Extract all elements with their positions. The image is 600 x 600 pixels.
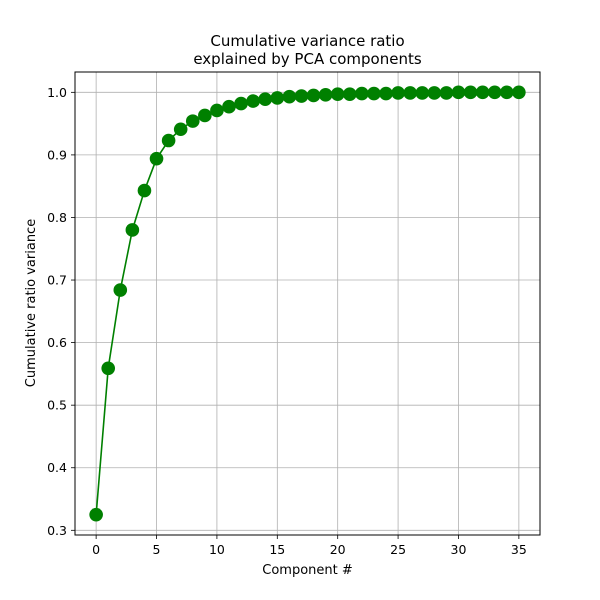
y-tick-label: 0.4 (47, 460, 67, 475)
data-point (198, 108, 212, 123)
x-tick-label: 0 (92, 542, 100, 557)
data-point (149, 151, 164, 166)
data-point (512, 85, 526, 100)
y-tick-label: 0.5 (47, 398, 67, 413)
data-point (161, 133, 176, 148)
data-point (451, 85, 466, 100)
data-point (89, 507, 103, 522)
data-point (258, 92, 273, 107)
x-tick-label: 20 (330, 542, 346, 557)
plot-frame (74, 71, 541, 536)
x-tick-label: 15 (269, 542, 285, 557)
x-tick-label: 5 (153, 542, 161, 557)
data-point (270, 91, 285, 105)
data-point (101, 361, 116, 376)
data-point (379, 86, 393, 101)
data-point (185, 114, 200, 128)
data-point (427, 86, 442, 100)
data-point (355, 86, 369, 101)
data-point (367, 86, 381, 101)
data-point (415, 86, 430, 100)
y-tick-label: 0.6 (47, 335, 67, 350)
data-point (125, 223, 140, 237)
series-layer (89, 85, 526, 522)
y-tick-label: 0.9 (47, 147, 67, 162)
ticks: 0 5 10 15 20 25 30 35 0.3 0.4 0.5 0.6 0.7 0.8 0.9 1.0 (47, 85, 527, 557)
x-tick-label: 35 (511, 542, 527, 557)
data-point (439, 86, 454, 100)
data-point (282, 89, 297, 104)
data-point (306, 88, 321, 103)
y-tick-label: 0.8 (47, 210, 67, 225)
y-tick-label: 0.3 (47, 523, 67, 538)
y-tick-label: 1.0 (47, 85, 67, 100)
data-point (222, 99, 236, 114)
data-point (173, 122, 188, 137)
data-point (475, 85, 490, 100)
data-point (487, 85, 502, 100)
data-point (391, 86, 405, 100)
chart-title-line-1: Cumulative variance ratio (210, 32, 404, 50)
data-point (463, 85, 478, 100)
data-point (246, 94, 260, 108)
x-axis-label: Component # (262, 563, 353, 578)
x-tick-label: 10 (209, 542, 225, 557)
data-point (403, 86, 417, 100)
y-axis-label: Cumulative ratio variance (24, 219, 39, 387)
grid (75, 72, 540, 535)
x-tick-label: 30 (451, 542, 467, 557)
y-tick-label: 0.7 (47, 273, 67, 288)
data-point (499, 85, 514, 100)
data-point (137, 183, 152, 198)
data-point (318, 88, 333, 102)
data-point (113, 283, 128, 297)
data-point (210, 103, 224, 118)
data-point (330, 87, 345, 102)
data-point (294, 89, 309, 103)
chart-title-line-2: explained by PCA components (193, 50, 421, 68)
data-point (234, 96, 248, 111)
data-point (342, 87, 357, 102)
x-tick-label: 25 (390, 542, 406, 557)
